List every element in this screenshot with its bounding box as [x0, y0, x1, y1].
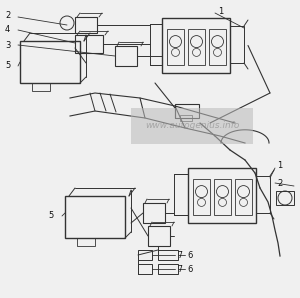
Bar: [276, 191, 294, 205]
Text: 2: 2: [5, 10, 10, 19]
Bar: [148, 226, 170, 246]
Bar: [143, 203, 165, 223]
Bar: [150, 24, 162, 65]
Bar: [115, 46, 137, 66]
Text: 7: 7: [177, 251, 182, 260]
Bar: [20, 41, 80, 83]
Text: 4: 4: [5, 26, 10, 35]
Bar: [138, 264, 152, 274]
Bar: [235, 179, 252, 215]
Bar: [256, 176, 270, 213]
Bar: [162, 18, 230, 73]
Text: 5: 5: [5, 61, 10, 71]
Bar: [214, 179, 231, 215]
Bar: [158, 264, 178, 274]
Text: www.autogenius.info: www.autogenius.info: [145, 122, 239, 131]
Bar: [32, 83, 50, 91]
Text: 7: 7: [177, 265, 182, 274]
Bar: [75, 17, 97, 33]
Bar: [180, 115, 192, 121]
Text: 6: 6: [187, 251, 192, 260]
Text: 6: 6: [187, 265, 192, 274]
Bar: [174, 174, 188, 215]
Bar: [209, 29, 226, 65]
Bar: [193, 179, 210, 215]
Bar: [167, 29, 184, 65]
Bar: [158, 250, 178, 260]
Bar: [77, 238, 95, 246]
Bar: [138, 250, 152, 260]
Bar: [65, 196, 125, 238]
Text: 5: 5: [48, 212, 53, 221]
Bar: [175, 104, 199, 118]
Text: 2: 2: [277, 179, 282, 187]
Text: 1: 1: [277, 162, 282, 170]
Text: 1: 1: [218, 7, 223, 15]
Bar: [75, 35, 103, 53]
Bar: [188, 168, 256, 223]
Text: 3: 3: [5, 41, 10, 49]
Bar: [230, 26, 244, 63]
Bar: [188, 29, 205, 65]
